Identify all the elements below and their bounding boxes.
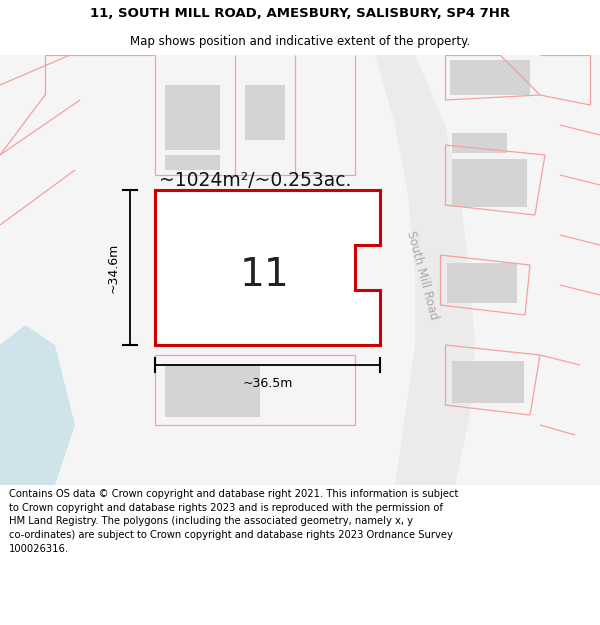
Bar [452,133,507,153]
Bar [185,227,300,317]
Bar [215,312,290,337]
Bar [245,85,285,140]
Text: ~1024m²/~0.253ac.: ~1024m²/~0.253ac. [159,171,351,189]
Bar [165,365,260,417]
Polygon shape [355,55,475,485]
Bar [452,159,527,207]
Bar [165,155,220,170]
Text: 11: 11 [240,256,290,294]
Text: 11, SOUTH MILL ROAD, AMESBURY, SALISBURY, SP4 7HR: 11, SOUTH MILL ROAD, AMESBURY, SALISBURY… [90,8,510,20]
Text: South Mill Road: South Mill Road [404,229,440,321]
Text: Contains OS data © Crown copyright and database right 2021. This information is : Contains OS data © Crown copyright and d… [9,489,458,554]
Bar [452,361,524,403]
Text: ~34.6m: ~34.6m [107,242,120,292]
Text: Map shows position and indicative extent of the property.: Map shows position and indicative extent… [130,35,470,48]
Polygon shape [155,190,380,345]
Text: ~36.5m: ~36.5m [242,377,293,390]
Bar [450,60,530,95]
Polygon shape [0,325,75,485]
Bar [165,85,220,150]
Bar [447,263,517,303]
